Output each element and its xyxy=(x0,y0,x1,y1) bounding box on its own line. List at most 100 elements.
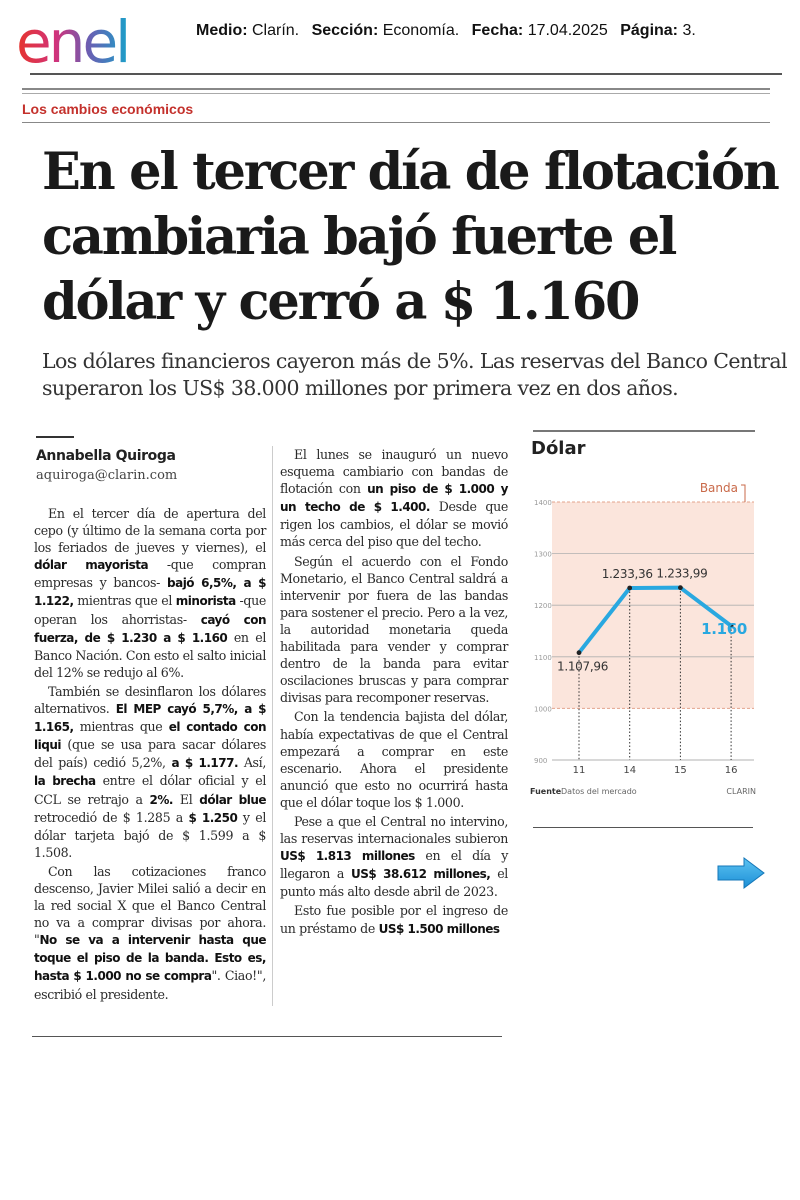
fecha-value: 17.04.2025 xyxy=(527,22,608,39)
medio-label: Medio: xyxy=(196,22,248,39)
text-run: mientras que el xyxy=(73,593,176,609)
text-run: Con las cotizaciones franco descenso, Ja… xyxy=(34,863,266,948)
bold-run: el contado con liqui xyxy=(34,720,267,753)
paragraph: En el tercer día de apertura del cepo (y… xyxy=(34,505,267,681)
data-point xyxy=(678,585,683,591)
subhead-line: superaron los US$ 38.000 millones por pr… xyxy=(42,376,679,400)
chart-top-rule xyxy=(533,430,755,432)
text-run: -que compran empresas y bancos- xyxy=(34,557,266,591)
bold-run: 2%. xyxy=(149,792,174,807)
bold-run: US$ 38.612 millones, xyxy=(350,867,491,882)
article-column-2: El lunes se inauguró un nuevo esquema ca… xyxy=(280,446,509,940)
y-tick-label: 1300 xyxy=(534,551,552,559)
author-name: Annabella Quiroga xyxy=(36,448,176,464)
text-run: Con la tendencia bajista del dólar, habí… xyxy=(280,709,508,810)
section-rule-top xyxy=(22,88,770,90)
x-tick-label: 15 xyxy=(674,765,687,776)
enel-logo: enel xyxy=(16,8,131,70)
chart-bottom-rule xyxy=(533,827,753,828)
fecha-label: Fecha: xyxy=(471,22,524,39)
text-run: El xyxy=(172,791,200,807)
text-run: También se desinflaron los dólares alter… xyxy=(34,683,266,717)
text-run: Pese a que el Central no intervino, las … xyxy=(280,813,508,847)
bold-run: No se va a intervenir hasta que toque el… xyxy=(34,933,267,984)
text-run: y el dólar tarjeta bajó de $ 1.599 a $ 1… xyxy=(34,809,266,860)
text-run: Esto fue posible por el ingreso de un pr… xyxy=(280,903,508,936)
bold-run: cayó con fuerza, de $ 1.230 a $ 1.160 xyxy=(34,612,267,645)
text-run: (que se usa para sacar dólares del país)… xyxy=(34,737,266,771)
seccion-value: Economía. xyxy=(382,22,460,39)
bold-run: US$ 1.813 millones xyxy=(280,849,415,864)
author-email: aquiroga@clarin.com xyxy=(36,468,178,483)
subheadline: Los dólares financieros cayeron más de 5… xyxy=(42,348,788,402)
seccion-label: Sección: xyxy=(311,22,379,39)
series-line xyxy=(577,585,734,655)
bold-run: la brecha xyxy=(34,774,96,789)
bold-run: dólar mayorista xyxy=(34,558,149,573)
section-rule-top-thin xyxy=(22,93,770,94)
text-run: Según el acuerdo con el Fondo Monetario,… xyxy=(280,553,508,706)
text-run: entre el dólar oficial y el CCL se retra… xyxy=(34,773,266,807)
column-divider xyxy=(272,446,273,1006)
bold-run: a $ 1.177. xyxy=(171,756,239,771)
section-rule-bottom xyxy=(22,122,770,123)
dolar-line-chart: Banda 900 1000 1100 1200 1300 1400 1.107,96 1.23… xyxy=(530,481,756,796)
text-run: en el Banco Nación. Con esto el salto in… xyxy=(34,629,267,680)
article-bottom-rule xyxy=(32,1036,502,1037)
bold-run: US$ 1.500 millones xyxy=(378,921,500,936)
paragraph: Con las cotizaciones franco descenso, Ja… xyxy=(34,863,267,1003)
y-tick-label: 1100 xyxy=(534,654,552,662)
paragraph: Pese a que el Central no intervino, las … xyxy=(280,813,508,900)
headline: En el tercer día de flotación cambiaria … xyxy=(42,140,780,335)
y-tick-label: 900 xyxy=(534,757,547,765)
chart-credit: CLARIN xyxy=(726,787,756,796)
x-tick-label: 16 xyxy=(725,765,738,776)
text-run: Así, xyxy=(238,755,267,771)
article-column-1: En el tercer día de apertura del cepo (y… xyxy=(34,505,267,1005)
data-label: 1.233,99 xyxy=(656,567,707,581)
data-point xyxy=(576,650,582,656)
arrow-right-icon[interactable] xyxy=(716,856,766,890)
section-label: Los cambios económicos xyxy=(22,101,194,117)
data-label: 1.233,36 xyxy=(602,567,653,581)
headline-line: cambiaria bajó fuerte el xyxy=(42,207,677,267)
text-run: -que operan los ahorristas- xyxy=(34,593,266,627)
band-label: Banda xyxy=(700,481,738,495)
data-label: 1.107,96 xyxy=(557,660,608,674)
text-run: retrocedió de $ 1.285 a xyxy=(34,809,189,825)
y-tick-label: 1400 xyxy=(534,499,552,507)
source-value: Datos del mercado xyxy=(561,787,637,796)
y-tick-label: 1000 xyxy=(534,705,552,713)
text-run: en el día y llegaron a xyxy=(280,848,508,882)
paragraph: También se desinflaron los dólares alter… xyxy=(34,683,267,861)
header-divider xyxy=(30,73,782,75)
text-run: El lunes se inauguró un nuevo esquema ca… xyxy=(280,447,508,497)
paragraph: Esto fue posible por el ingreso de un pr… xyxy=(280,902,508,937)
medio-value: Clarín. xyxy=(252,22,300,39)
x-tick-label: 14 xyxy=(623,765,636,776)
bold-run: El MEP cayó 5,7%, a $ 1.165, xyxy=(34,702,267,735)
y-tick-label: 1200 xyxy=(534,602,552,610)
svg-text:enel: enel xyxy=(16,8,128,70)
text-run: el punto más alto desde abril de 2023. xyxy=(280,866,508,900)
headline-line: En el tercer día de flotación xyxy=(42,142,780,202)
chart-title: Dólar xyxy=(531,438,586,459)
bold-run: dólar blue xyxy=(199,792,266,807)
data-point xyxy=(627,585,633,591)
x-tick-label: 11 xyxy=(573,765,586,776)
bold-run: un piso de $ 1.000 y un techo de $ 1.400… xyxy=(280,482,509,515)
pagina-value: 3. xyxy=(682,22,696,39)
byline-rule xyxy=(36,436,74,438)
bold-run: $ 1.250 xyxy=(188,810,238,825)
text-run: ". Ciao!", escribió el presidente. xyxy=(34,968,266,1002)
text-run: Desde que rigen los cambios, el dólar se… xyxy=(280,499,508,550)
text-run: mientras que xyxy=(73,719,169,735)
data-point xyxy=(728,623,734,629)
text-run: En el tercer día de apertura del cepo (y… xyxy=(34,506,266,556)
paragraph: Con la tendencia bajista del dólar, habí… xyxy=(280,708,508,811)
bold-run: bajó 6,5%, a $ 1.122, xyxy=(34,576,267,609)
bold-run: minorista xyxy=(175,594,236,609)
clipping-meta: Medio: Clarín. Sección: Economía. Fecha:… xyxy=(196,22,696,40)
band-bracket xyxy=(741,484,746,502)
subhead-line: Los dólares financieros cayeron más de 5… xyxy=(42,349,788,373)
